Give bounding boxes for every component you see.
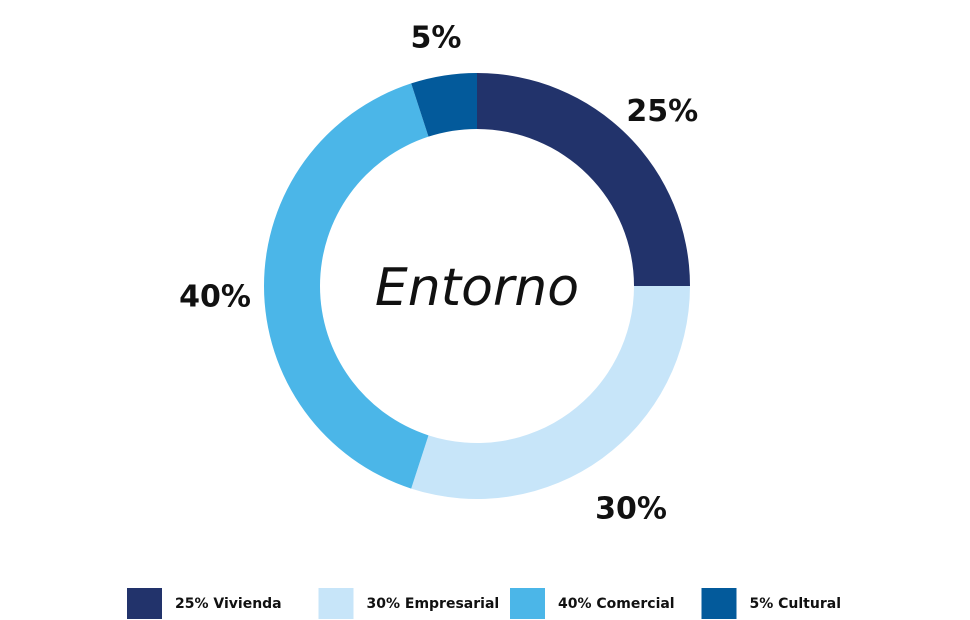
legend-swatch [318,588,354,619]
legend-label: 5% Cultural [750,596,842,612]
donut-segment [411,286,690,499]
legend-label: 25% Vivienda [175,596,282,612]
value-label: 40% [179,280,251,315]
value-label: 30% [595,491,667,526]
value-label: 25% [626,94,698,129]
donut-segment [411,73,477,137]
legend-swatch [701,588,737,619]
legend-label: 30% Empresarial [367,596,500,612]
center-text: Entorno [375,258,579,318]
donut-segment [477,73,690,286]
legend-label: 40% Comercial [558,596,675,612]
legend-swatch [127,588,162,619]
donut-segment [264,83,429,489]
value-label: 5% [411,21,462,56]
legend-swatch [510,588,545,619]
